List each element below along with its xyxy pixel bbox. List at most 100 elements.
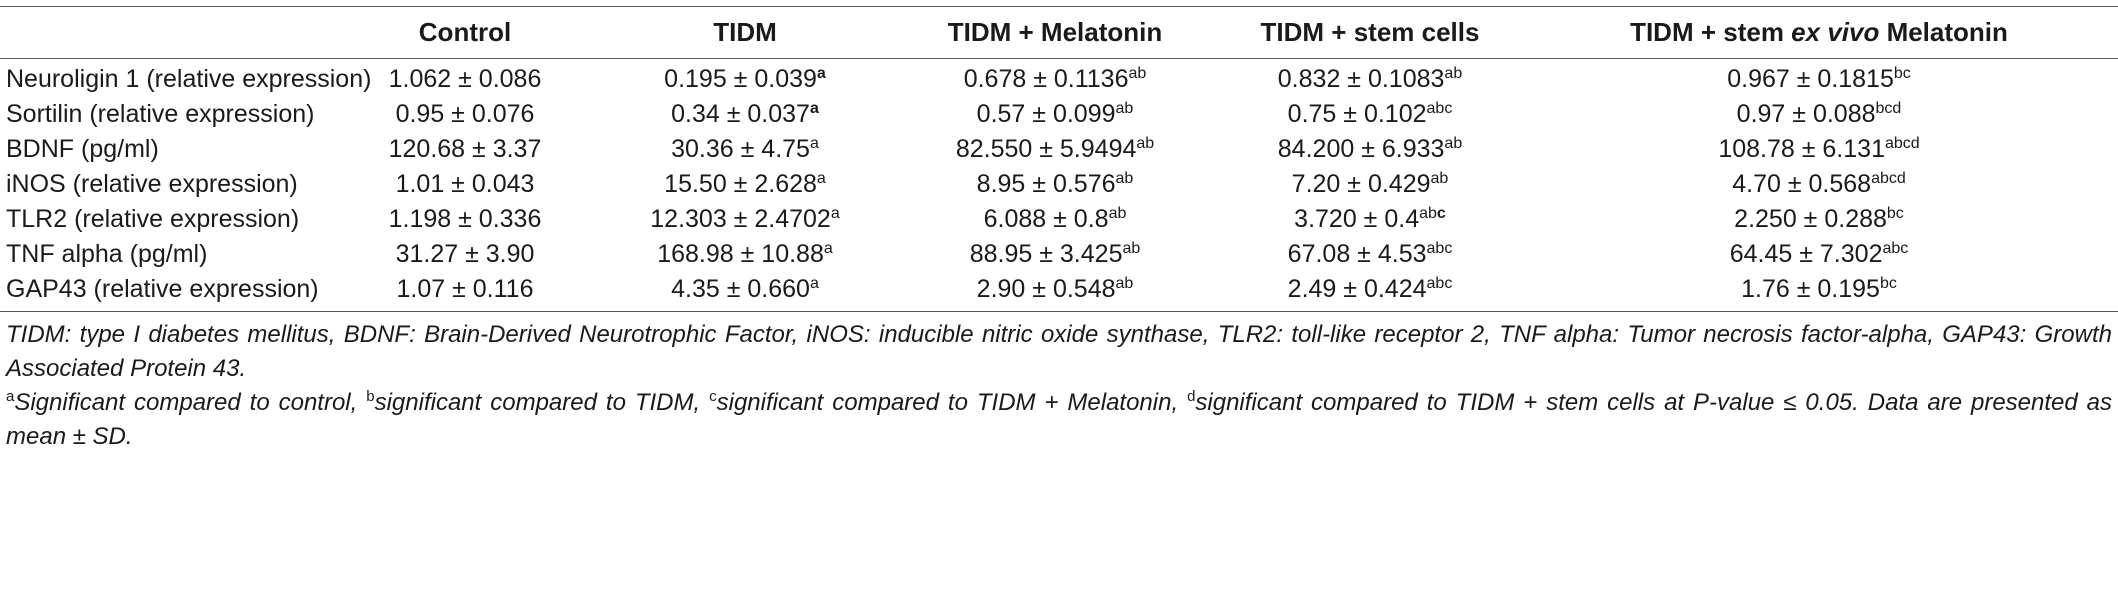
significance-mark: abc <box>1426 240 1453 257</box>
column-header: TIDM + stem ex vivo Melatonin <box>1520 8 2118 56</box>
column-header: TIDM + Melatonin <box>890 8 1220 56</box>
table-cell: 1.062 ± 0.086 <box>330 56 600 97</box>
table-cell: 1.198 ± 0.336 <box>330 202 600 237</box>
significance-note: aSignificant compared to control, bsigni… <box>6 386 2112 454</box>
table-cell: 67.08 ± 4.53abc <box>1220 237 1520 272</box>
table-cell: 0.967 ± 0.1815bc <box>1520 56 2118 97</box>
cell-value: 1.76 ± 0.195 <box>1741 275 1880 303</box>
footnote-text: significant compared to TIDM + stem cell… <box>6 389 2113 450</box>
table-cell: 0.97 ± 0.088bcd <box>1520 97 2118 132</box>
cell-value: 84.200 ± 6.933 <box>1277 135 1445 163</box>
footnote-mark: c <box>709 388 717 405</box>
cell-value: 0.75 ± 0.102 <box>1287 100 1427 128</box>
table-cell: 4.70 ± 0.568abcd <box>1520 167 2118 202</box>
significance-mark: a <box>830 205 840 222</box>
table-cell: 2.250 ± 0.288bc <box>1520 202 2118 237</box>
row-label: BDNF (pg/ml) <box>6 135 159 163</box>
cell-value: 12.303 ± 2.4702 <box>650 205 831 233</box>
cell-value: 0.95 ± 0.076 <box>395 100 535 128</box>
significance-mark: bc <box>1893 65 1911 82</box>
table-row: TNF alpha (pg/ml) 31.27 ± 3.90 168.98 ± 10… <box>0 237 2118 272</box>
cell-value: 1.07 ± 0.116 <box>396 275 534 303</box>
table-cell: 30.36 ± 4.75a <box>600 132 890 167</box>
significance-mark: ab <box>1115 170 1134 187</box>
table-header-rule <box>0 58 2118 59</box>
table-cell: 82.550 ± 5.9494ab <box>890 132 1220 167</box>
table-cell: 64.45 ± 7.302abc <box>1520 237 2118 272</box>
row-label: GAP43 (relative expression) <box>6 275 319 303</box>
significance-mark: ab <box>1444 135 1463 152</box>
table-cell: 84.200 ± 6.933ab <box>1220 132 1520 167</box>
cell-value: 6.088 ± 0.8 <box>983 205 1109 233</box>
cell-value: 120.68 ± 3.37 <box>388 135 542 163</box>
cell-value: 2.250 ± 0.288 <box>1734 205 1887 233</box>
column-header-text: TIDM + Melatonin <box>947 16 1163 47</box>
table-cell: 3.720 ± 0.4abc <box>1220 202 1520 237</box>
cell-value: 0.57 ± 0.099 <box>976 100 1116 128</box>
cell-value: 0.832 ± 0.1083 <box>1277 65 1445 93</box>
cell-value: 64.45 ± 7.302 <box>1729 240 1883 268</box>
cell-value: 108.78 ± 6.131 <box>1718 135 1885 163</box>
row-label: TLR2 (relative expression) <box>6 205 300 233</box>
significance-mark: bc <box>1886 205 1904 222</box>
column-header-text: Control <box>418 16 512 47</box>
table-cell: 2.90 ± 0.548ab <box>890 272 1220 307</box>
significance-mark-bold: a <box>816 65 826 82</box>
row-label: iNOS (relative expression) <box>6 170 298 198</box>
table-cell: 0.75 ± 0.102abc <box>1220 97 1520 132</box>
significance-mark: ab <box>1419 205 1437 222</box>
row-label: Sortilin (relative expression) <box>6 100 315 128</box>
significance-mark: abc <box>1426 100 1453 117</box>
column-header: TIDM <box>600 8 890 56</box>
cell-value: 2.90 ± 0.548 <box>976 275 1116 303</box>
cell-value: 1.062 ± 0.086 <box>388 65 542 93</box>
significance-mark: ab <box>1115 275 1134 292</box>
table-cell: 4.35 ± 0.660a <box>600 272 890 307</box>
significance-mark: ab <box>1136 135 1155 152</box>
cell-value: 4.70 ± 0.568 <box>1732 170 1872 198</box>
table-top-rule <box>0 6 2118 7</box>
cell-value: 67.08 ± 4.53 <box>1287 240 1427 268</box>
table-cell: 1.07 ± 0.116 <box>330 272 600 307</box>
table-cell: 6.088 ± 0.8ab <box>890 202 1220 237</box>
significance-mark: a <box>816 170 826 187</box>
table-cell: 31.27 ± 3.90 <box>330 237 600 272</box>
footnote-mark: b <box>366 388 375 405</box>
significance-mark: bc <box>1879 275 1897 292</box>
table-cell: 1.01 ± 0.043 <box>330 167 600 202</box>
table-bottom-rule <box>0 311 2118 312</box>
cell-value: 7.20 ± 0.429 <box>1291 170 1431 198</box>
column-header-text: TIDM + stem cells <box>1260 16 1480 47</box>
header-row: Control TIDM TIDM + Melatonin TIDM + stem c… <box>0 8 2118 56</box>
column-header-italic-text: ex vivo <box>1791 16 1880 47</box>
table-cell: 108.78 ± 6.131abcd <box>1520 132 2118 167</box>
table-row: GAP43 (relative expression) 1.07 ± 0.116 4… <box>0 272 2118 307</box>
row-label: Neuroligin 1 (relative expression) <box>6 65 372 93</box>
header-cell-blank <box>0 8 330 56</box>
cell-value: 0.97 ± 0.088 <box>1736 100 1876 128</box>
significance-mark: a <box>809 135 819 152</box>
significance-mark-bold: c <box>1436 205 1446 222</box>
footnote-text: Significant compared to control, <box>14 389 367 416</box>
table-row: BDNF (pg/ml) 120.68 ± 3.37 30.36 ± 4.75a 82… <box>0 132 2118 167</box>
cell-value: 88.95 ± 3.425 <box>969 240 1123 268</box>
significance-mark: abcd <box>1884 135 1920 152</box>
significance-mark: ab <box>1122 240 1141 257</box>
table-cell: 1.76 ± 0.195bc <box>1520 272 2118 307</box>
table-cell: 2.49 ± 0.424abc <box>1220 272 1520 307</box>
significance-mark: abcd <box>1871 170 1906 187</box>
footnote-mark: a <box>6 388 15 405</box>
footnote-text: significant compared to TIDM + Melatonin… <box>716 389 1188 416</box>
significance-mark: ab <box>1430 170 1449 187</box>
column-header: Control <box>330 8 600 56</box>
cell-value: 0.34 ± 0.037 <box>671 100 810 128</box>
column-header-text: Melatonin <box>1879 16 2008 47</box>
footnote-text: significant compared to TIDM, <box>374 389 710 416</box>
results-table: Control TIDM TIDM + Melatonin TIDM + stem c… <box>0 8 2118 307</box>
significance-mark: a <box>809 275 819 292</box>
significance-mark: ab <box>1128 65 1147 82</box>
significance-mark: ab <box>1108 205 1127 222</box>
cell-value: 0.967 ± 0.1815 <box>1727 65 1894 93</box>
table-row: Neuroligin 1 (relative expression) 1.062 … <box>0 56 2118 97</box>
cell-value: 1.198 ± 0.336 <box>388 205 542 233</box>
